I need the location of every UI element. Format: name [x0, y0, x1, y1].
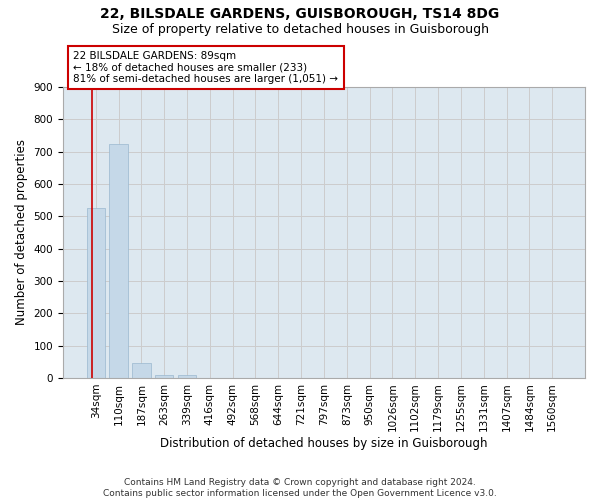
Bar: [155, 374, 173, 378]
Bar: [178, 374, 196, 378]
Text: Size of property relative to detached houses in Guisborough: Size of property relative to detached ho…: [112, 22, 488, 36]
Bar: [86, 208, 105, 378]
X-axis label: Distribution of detached houses by size in Guisborough: Distribution of detached houses by size …: [160, 437, 488, 450]
Bar: [132, 364, 151, 378]
Text: 22, BILSDALE GARDENS, GUISBOROUGH, TS14 8DG: 22, BILSDALE GARDENS, GUISBOROUGH, TS14 …: [100, 8, 500, 22]
Y-axis label: Number of detached properties: Number of detached properties: [15, 140, 28, 326]
Text: 22 BILSDALE GARDENS: 89sqm
← 18% of detached houses are smaller (233)
81% of sem: 22 BILSDALE GARDENS: 89sqm ← 18% of deta…: [73, 51, 338, 84]
Text: Contains HM Land Registry data © Crown copyright and database right 2024.
Contai: Contains HM Land Registry data © Crown c…: [103, 478, 497, 498]
Bar: [109, 144, 128, 378]
